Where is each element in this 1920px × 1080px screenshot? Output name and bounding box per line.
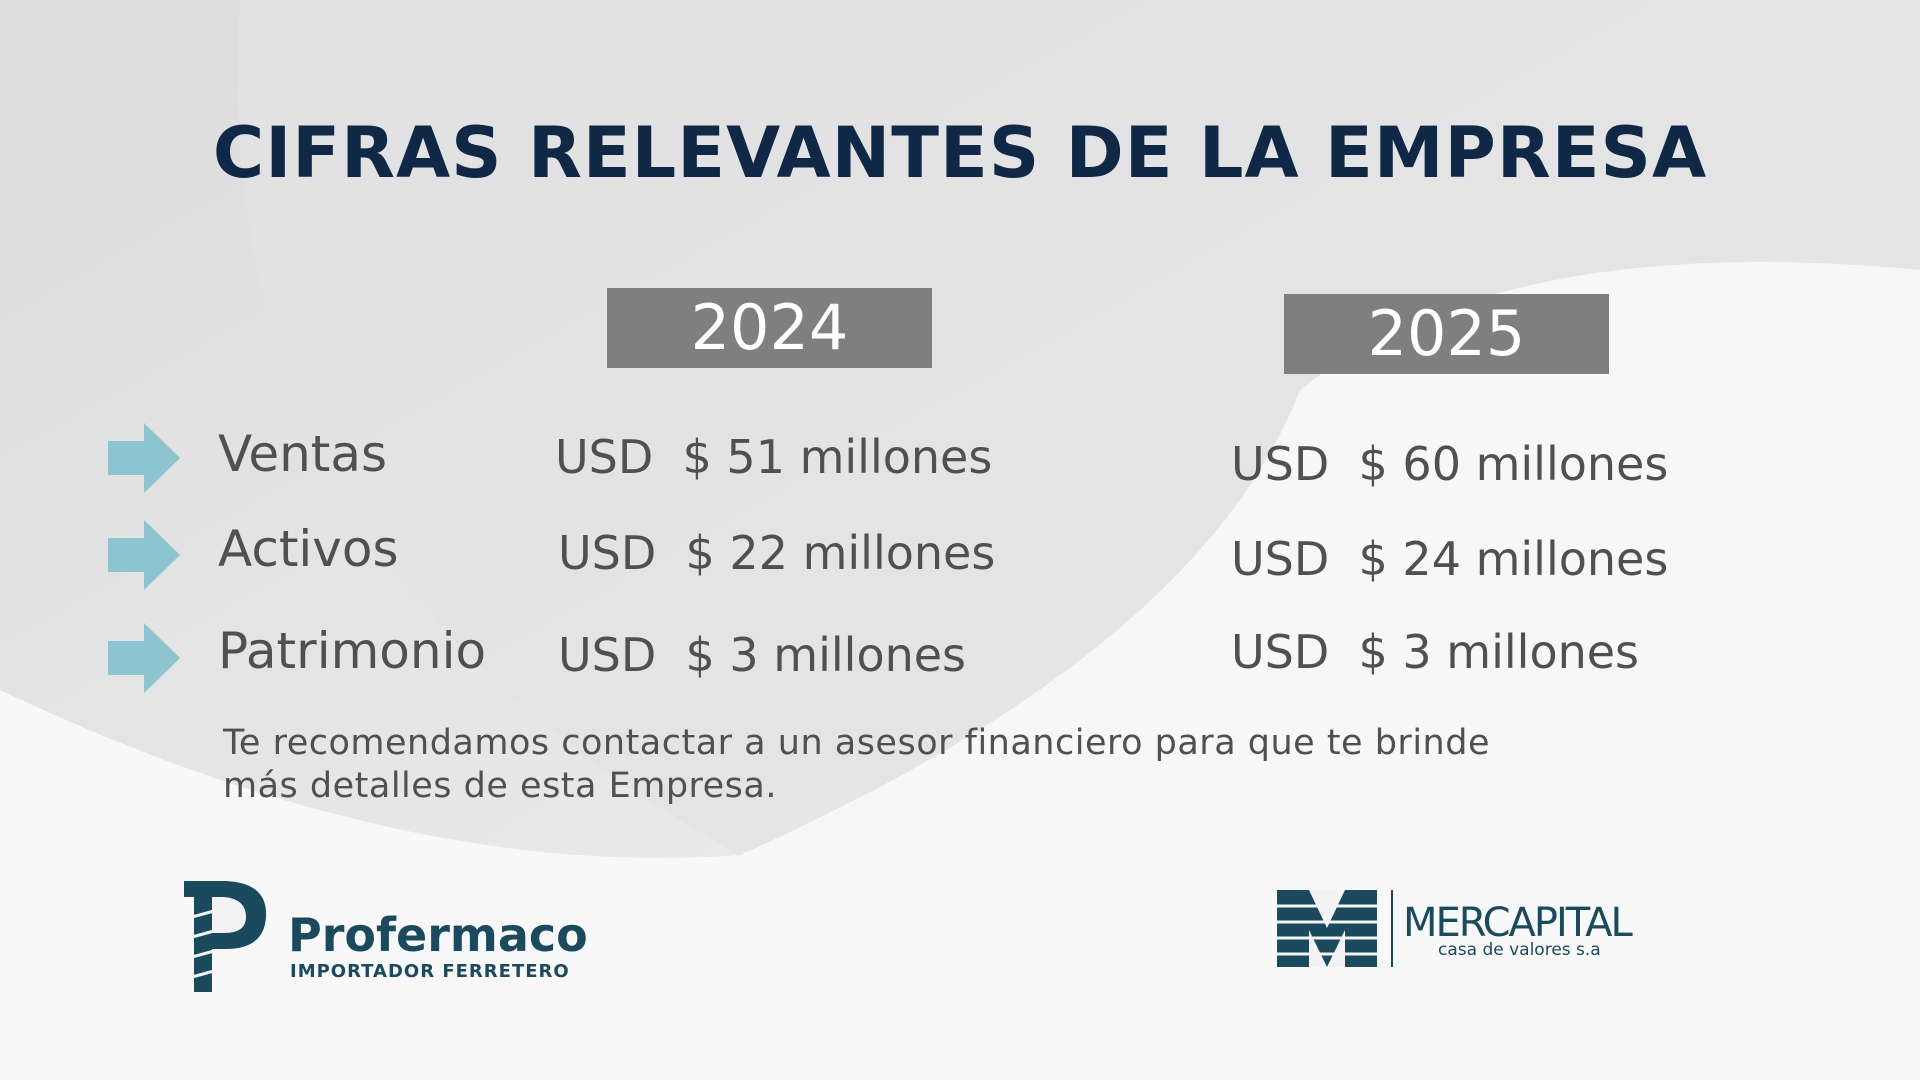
logo-tagline: casa de valores s.a — [1438, 940, 1601, 960]
arrow-icon — [108, 623, 180, 693]
value-2025: USD $ 3 millones — [1231, 625, 1640, 679]
profermaco-icon — [184, 881, 267, 992]
arrow-icon — [108, 520, 180, 590]
mercapital-icon — [1277, 890, 1393, 967]
row-label: Patrimonio — [218, 622, 487, 680]
value-2024: USD $ 51 millones — [555, 430, 993, 484]
logo-name: MERCAPITAL — [1403, 900, 1633, 946]
row-label: Ventas — [218, 425, 388, 483]
value-2024: USD $ 22 millones — [558, 526, 996, 580]
value-2024: USD $ 3 millones — [558, 628, 967, 682]
value-2025: USD $ 24 millones — [1231, 532, 1669, 586]
note-line: Te recomendamos contactar a un asesor fi… — [223, 723, 1490, 763]
note-line: más detalles de esta Empresa. — [223, 766, 777, 806]
arrow-icon — [108, 423, 180, 493]
year-header: 2025 — [1284, 294, 1609, 374]
title: CIFRAS RELEVANTES DE LA EMPRESA — [212, 112, 1708, 194]
value-2025: USD $ 60 millones — [1231, 437, 1669, 491]
year-header: 2024 — [607, 288, 932, 368]
logo-tagline: IMPORTADOR FERRETERO — [290, 961, 570, 982]
logo-name: Profermaco — [288, 908, 588, 962]
row-label: Activos — [218, 520, 399, 578]
